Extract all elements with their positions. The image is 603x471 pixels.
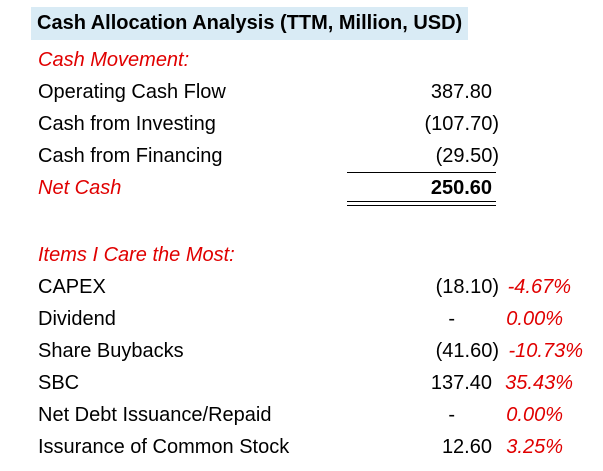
row-label: Cash from Investing (38, 113, 216, 135)
table-row: Issurance of Common Stock 12.60 3.25% (0, 431, 603, 463)
row-label: SBC (38, 372, 80, 394)
subtotal-rule (347, 172, 496, 173)
row-label: Share Buybacks (38, 340, 184, 362)
row-value: - (448, 404, 455, 426)
row-label: Cash from Financing (38, 145, 223, 167)
row-value: 387.80 (430, 81, 492, 103)
row-value: (18.10) (435, 276, 499, 298)
table-row: Cash from Financing (29.50) (0, 140, 603, 172)
items-heading: Items I Care the Most: (38, 244, 235, 266)
row-value: (29.50) (435, 145, 499, 167)
table-row: Operating Cash Flow 387.80 (0, 76, 603, 108)
row-value: 12.60 (441, 436, 492, 458)
row-percent: 0.00% (506, 404, 563, 426)
row-value: (41.60) (435, 340, 499, 362)
cash-movement-heading-row: Cash Movement: (0, 44, 603, 76)
net-cash-label: Net Cash (38, 177, 122, 199)
row-value: - (448, 308, 455, 330)
row-percent: -4.67% (507, 276, 571, 298)
net-cash-row: Net Cash 250.60 (0, 172, 603, 204)
table-row: Net Debt Issuance/Repaid - 0.00% (0, 399, 603, 431)
row-percent: 0.00% (506, 308, 563, 330)
report-title: Cash Allocation Analysis (TTM, Million, … (31, 7, 469, 40)
table-row: SBC 137.40 35.43% (0, 367, 603, 399)
row-percent: -10.73% (508, 340, 584, 362)
table-row: CAPEX (18.10) -4.67% (0, 271, 603, 303)
table-row: Dividend - 0.00% (0, 303, 603, 335)
row-percent: 3.25% (506, 436, 563, 458)
row-label: Dividend (38, 308, 116, 330)
row-label: Issurance of Common Stock (38, 436, 290, 458)
net-cash-value: 250.60 (430, 177, 492, 199)
row-percent: 35.43% (505, 372, 573, 394)
items-heading-row: Items I Care the Most: (0, 239, 603, 271)
total-double-rule (347, 201, 496, 206)
row-value: (107.70) (424, 113, 500, 135)
table-row: Cash from Investing (107.70) (0, 108, 603, 140)
row-label: Net Debt Issuance/Repaid (38, 404, 272, 426)
row-label: Operating Cash Flow (38, 81, 226, 103)
row-value: 137.40 (430, 372, 492, 394)
row-label: CAPEX (38, 276, 106, 298)
table-row: Share Buybacks (41.60) -10.73% (0, 335, 603, 367)
cash-movement-heading: Cash Movement: (38, 49, 190, 71)
